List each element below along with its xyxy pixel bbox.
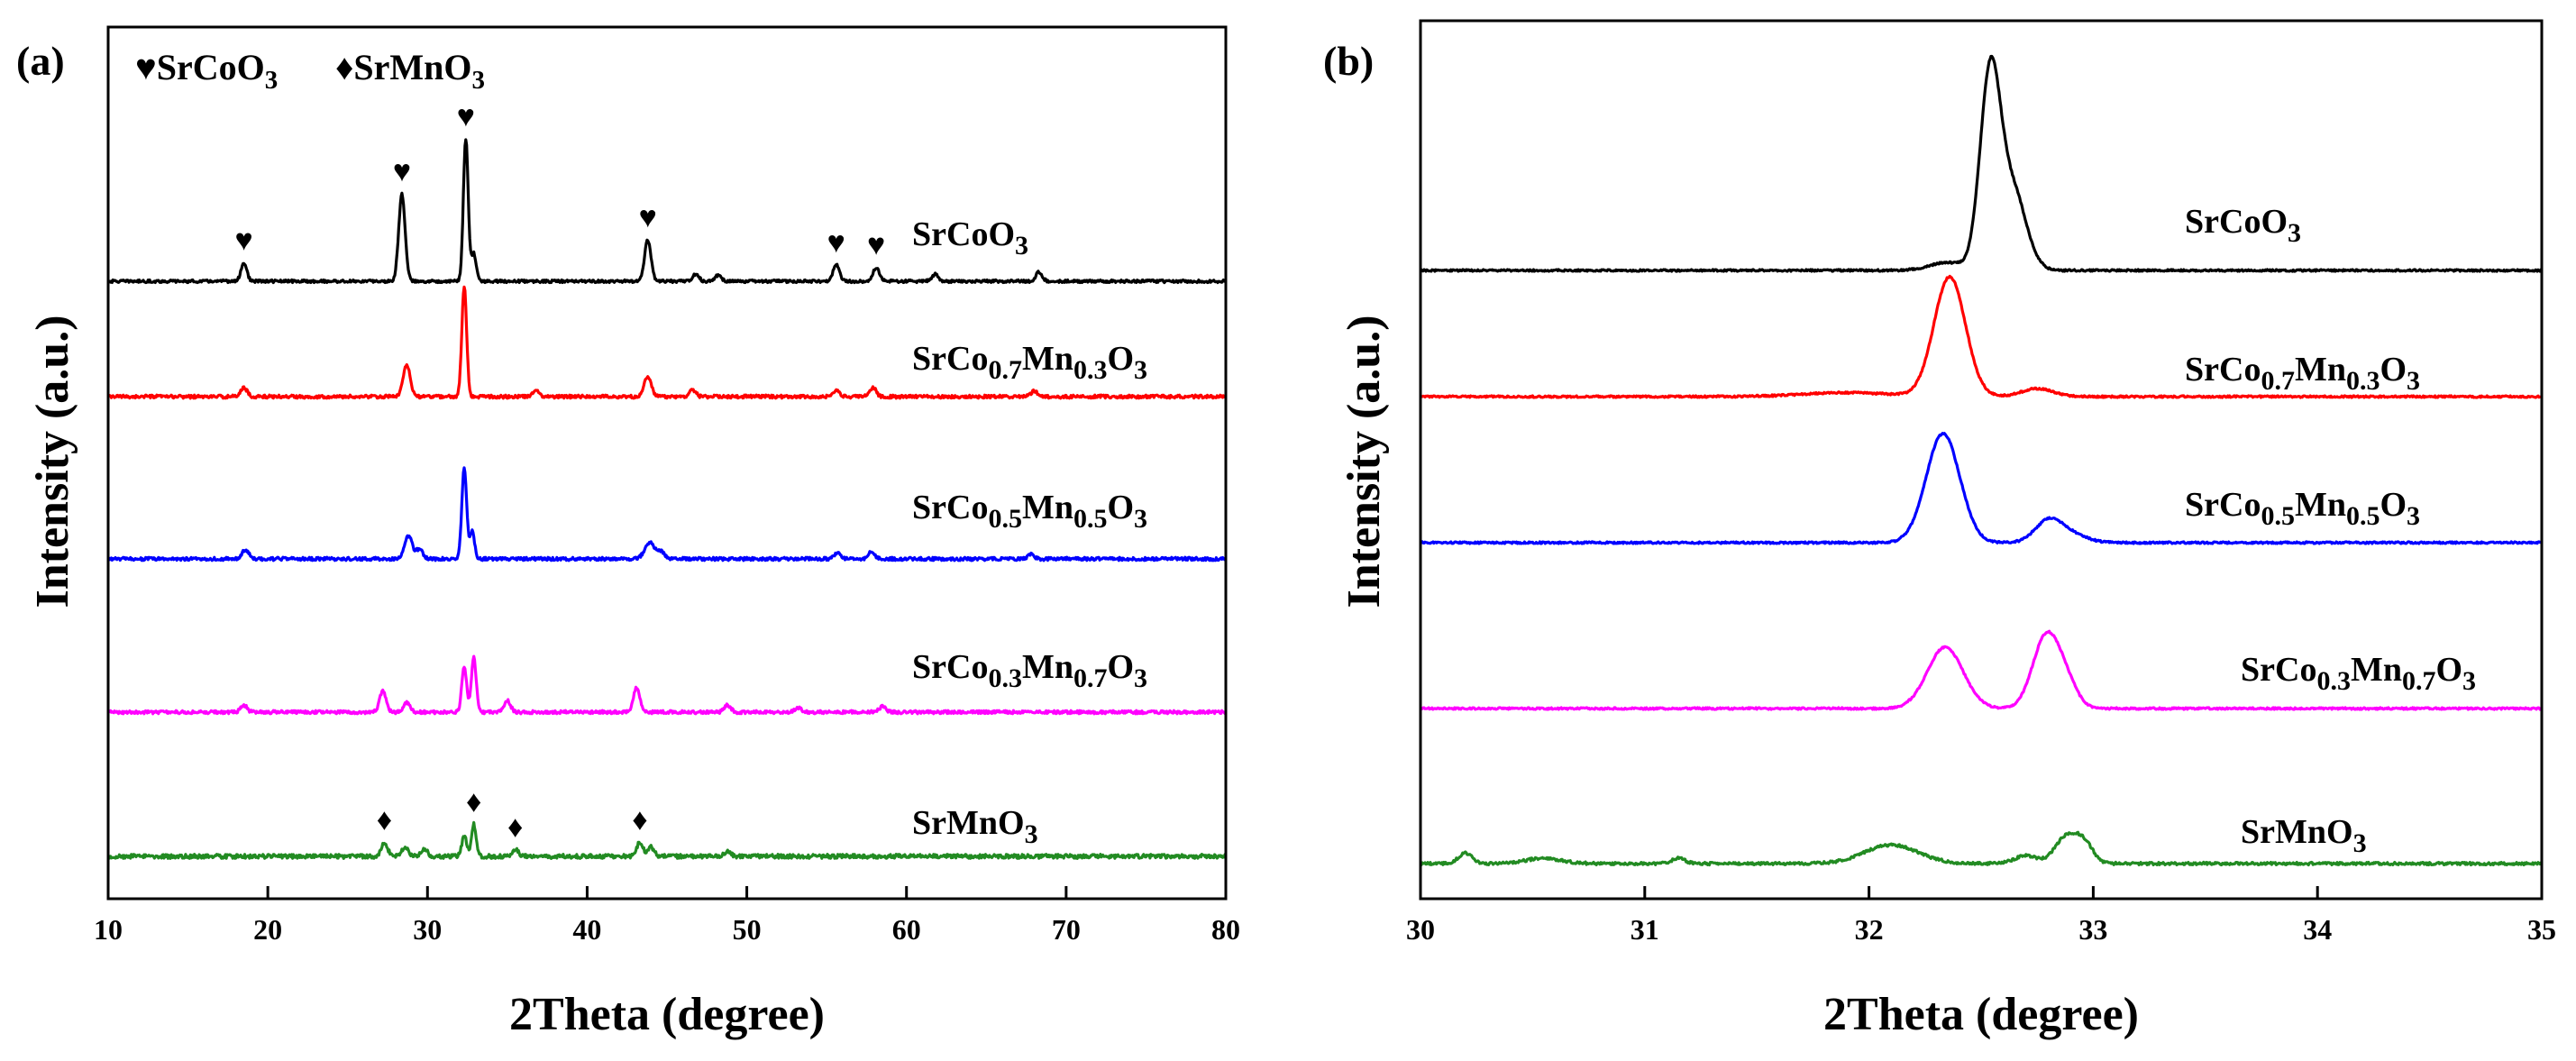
panel-a-y-axis-title: Intensity (a.u.) [27,315,78,608]
panel-b-x-axis-title: 2Theta (degree) [1823,989,2139,1040]
trace-SrCoO3 [1419,54,2543,273]
panel-a-traces [106,138,1228,860]
series-label-SrMnO3: SrMnO3 [912,804,1038,849]
heart-marker: ♥ [827,226,845,260]
x-tick-label: 34 [2303,913,2332,946]
series-label-SrCo0_5Mn0_5O3: SrCo0.5Mn0.5O3 [912,489,1147,534]
panel-b-traces [1419,54,2544,867]
panel-a-plot-frame [106,25,1228,901]
series-label-SrCoO3: SrCoO3 [912,215,1028,261]
diamond-marker: ♦ [632,804,647,837]
legend-diamond-entry: ♦SrMnO3 [335,47,485,95]
x-tick-label: 10 [94,913,123,946]
series-label-SrCo0_3Mn0_7O3: SrCo0.3Mn0.7O3 [2241,651,2476,696]
x-tick-label: 31 [1631,913,1659,946]
series-label-SrMnO3: SrMnO3 [2241,813,2367,858]
x-tick-label: 20 [253,913,282,946]
series-label-SrCo0_3Mn0_7O3: SrCo0.3Mn0.7O3 [912,648,1147,693]
heart-marker: ♥ [234,224,252,258]
trace-SrCo0_3Mn0_7O3 [1420,629,2543,711]
x-tick-label: 50 [733,913,762,946]
trace-SrMnO3 [1420,830,2544,867]
heart-marker: ♥ [639,201,657,234]
panel-a-label: (a) [16,38,65,84]
panel-b-plot-frame [1419,19,2544,901]
trace-SrCo0_7Mn0_3O3 [106,285,1227,400]
panel-a-phase-markers: ♥ ♥ ♥ ♥ ♥ ♥ ♦ ♦ ♦ ♦ [234,100,885,845]
diamond-marker: ♦ [377,804,392,837]
x-tick-label: 70 [1052,913,1081,946]
x-tick-label: 35 [2527,913,2556,946]
panel-b-label: (b) [1323,38,1374,84]
x-tick-label: 80 [1211,913,1240,946]
panel-b-series-labels: SrCoO3 SrCo0.7Mn0.3O3 SrCo0.5Mn0.5O3 SrCo0.… [2185,203,2476,858]
series-label-SrCoO3: SrCoO3 [2185,203,2301,248]
diamond-marker: ♦ [507,810,523,844]
trace-SrMnO3 [106,820,1228,860]
series-label-SrCo0_7Mn0_3O3: SrCo0.7Mn0.3O3 [2185,351,2420,396]
x-tick-label: 33 [2078,913,2107,946]
panel-b-y-axis-title: Intensity (a.u.) [1338,315,1390,608]
panel-a: (a) ♥SrCoO3 ♦SrMnO3 ♥♥♥♥♥ ♥♦♦♦ ♦ SrCoO3SrC… [16,25,1240,1040]
x-tick-label: 32 [1855,913,1884,946]
trace-SrCo0_3Mn0_7O3 [107,654,1227,716]
trace-SrCo0_5Mn0_5O3 [107,466,1227,563]
panel-b: (b) SrCoO3SrCo0.7Mn0.3O3SrCo0.5Mn0.5O3Sr… [1323,19,2556,1040]
diamond-marker: ♦ [466,785,481,819]
x-tick-label: 30 [1406,913,1435,946]
trace-SrCoO3 [106,138,1227,285]
heart-marker: ♥ [457,100,475,133]
heart-marker: ♥ [393,155,411,188]
x-tick-label: 40 [572,913,601,946]
panel-a-x-ticks: 10 20 30 40 50 60 70 80 [94,886,1240,946]
panel-b-x-ticks: 30 31 32 33 34 35 [1406,886,2556,946]
trace-SrCo0_5Mn0_5O3 [1420,432,2543,545]
heart-marker: ♥ [867,229,885,262]
panel-a-x-axis-title: 2Theta (degree) [509,989,825,1040]
series-label-SrCo0_7Mn0_3O3: SrCo0.7Mn0.3O3 [912,340,1147,385]
series-label-SrCo0_5Mn0_5O3: SrCo0.5Mn0.5O3 [2185,486,2420,531]
trace-SrCo0_7Mn0_3O3 [1419,274,2543,399]
panel-a-legend: ♥SrCoO3 ♦SrMnO3 [135,47,485,95]
x-tick-label: 30 [413,913,442,946]
x-tick-label: 60 [892,913,921,946]
legend-heart-entry: ♥SrCoO3 [135,47,278,95]
panel-a-series-labels: SrCoO3 SrCo0.7Mn0.3O3 SrCo0.5Mn0.5O3 SrCo0.… [912,215,1147,849]
